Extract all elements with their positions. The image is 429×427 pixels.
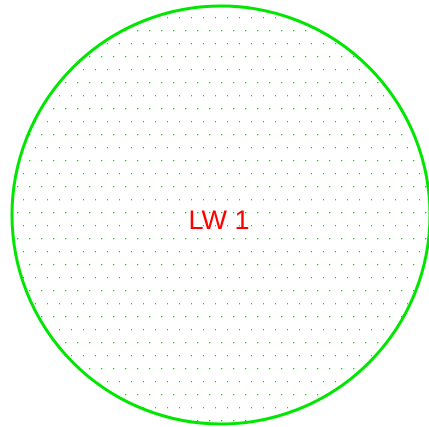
zone-label: LW 1 <box>188 205 249 235</box>
zone-circle <box>10 4 429 426</box>
